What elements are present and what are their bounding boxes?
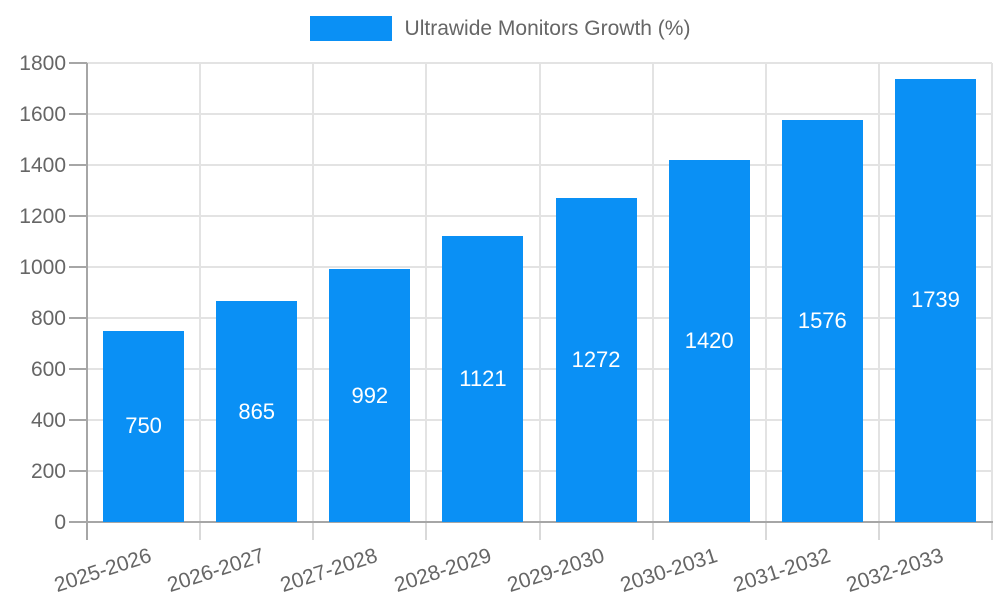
y-axis-label: 1000 [19,256,66,279]
x-gridline [877,63,880,522]
y-axis-tick [69,215,87,217]
y-axis-tick [69,470,87,472]
y-axis-label: 1800 [19,52,66,75]
x-axis-tick [538,522,541,540]
x-gridline [651,63,654,522]
bar[interactable] [216,301,298,522]
y-axis-label: 800 [30,307,66,330]
x-gridline [425,63,428,522]
x-gridline [991,63,993,522]
bar-value-label: 1420 [684,327,734,353]
bar-value-label: 1576 [797,308,847,334]
x-axis-label: 2032-2033 [843,544,947,597]
x-axis-tick [877,522,880,540]
x-axis-tick [312,522,315,540]
y-axis-tick [69,62,87,64]
y-axis-label: 0 [54,511,66,534]
bar-value-label: 1272 [571,346,621,372]
y-axis-tick [69,317,87,319]
bar[interactable] [555,197,637,522]
y-axis-tick [69,368,87,370]
y-axis-label: 600 [30,358,66,381]
x-axis-tick [199,522,202,540]
x-gridline [312,63,315,522]
bar[interactable] [894,78,976,522]
bar[interactable] [442,236,524,522]
y-axis-label: 1200 [19,205,66,228]
x-axis-line [86,521,993,523]
x-axis-tick [991,522,993,540]
bar-value-label: 992 [351,382,389,408]
x-axis-label: 2026-2027 [164,544,268,597]
bar-value-label: 1121 [459,366,507,392]
x-gridline [764,63,767,522]
x-axis-label: 2027-2028 [277,544,381,597]
bar[interactable] [103,330,185,522]
y-axis-tick [69,164,87,166]
y-axis-label: 200 [30,460,66,483]
x-axis-label: 2025-2026 [51,544,155,597]
y-axis-tick [69,266,87,268]
legend-label: Ultrawide Monitors Growth (%) [404,17,691,40]
bar[interactable] [781,120,863,522]
y-axis-tick [69,419,87,421]
y-axis-tick [69,113,87,115]
bar[interactable] [668,159,750,522]
bar-value-label: 750 [125,413,162,439]
bar-value-label: 1739 [910,287,960,313]
y-axis-tick [69,521,87,523]
y-axis-line [86,63,88,540]
x-axis-label: 2029-2030 [504,544,607,597]
x-gridline [199,63,202,522]
x-gridline [538,63,541,522]
x-axis-label: 2028-2029 [391,544,494,597]
legend-item[interactable]: Ultrawide Monitors Growth (%) [0,16,1000,41]
x-axis-label: 2031-2032 [730,544,834,597]
y-axis-label: 1400 [19,154,66,177]
bar[interactable] [329,269,411,522]
y-axis-label: 1600 [19,103,66,126]
x-axis-label: 2030-2031 [617,544,720,597]
x-axis-tick [764,522,767,540]
bar-value-label: 865 [238,398,276,424]
legend-swatch [309,16,392,41]
x-axis-tick [651,522,654,540]
x-axis-tick [425,522,428,540]
y-axis-label: 400 [30,409,66,432]
